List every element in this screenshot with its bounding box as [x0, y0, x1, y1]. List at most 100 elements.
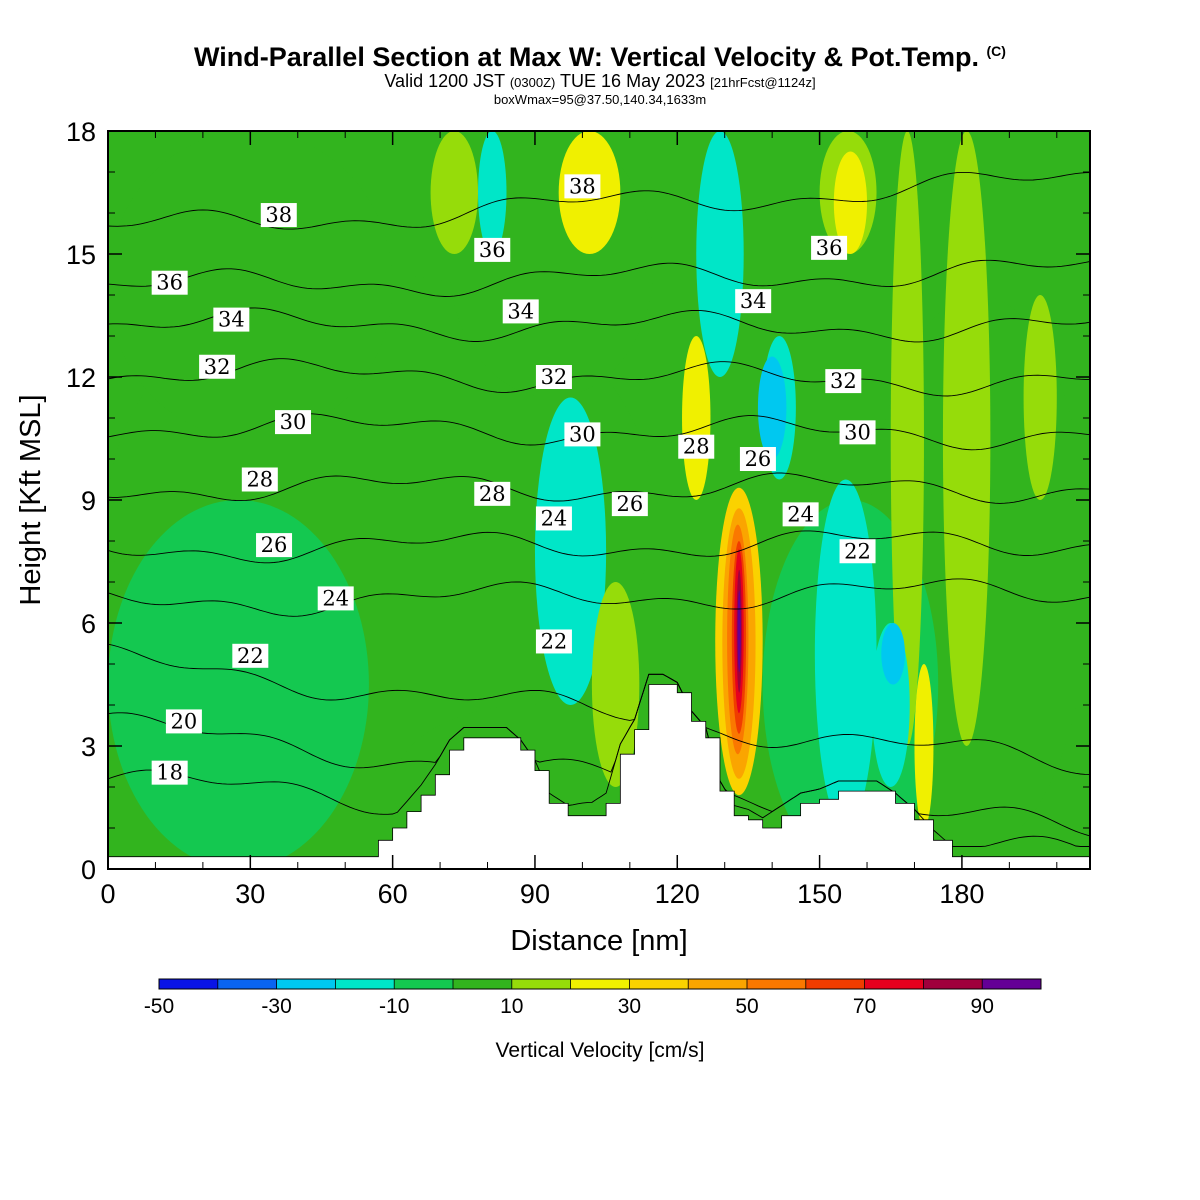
- contour-label-text: 38: [265, 203, 292, 227]
- contour-label-text: 26: [745, 447, 772, 471]
- velocity-region-10: [430, 131, 479, 254]
- theta-contour-32: [108, 358, 1090, 397]
- contour-label-box: [564, 422, 601, 447]
- contour-label-box: [474, 237, 511, 262]
- velocity-region-22: [881, 623, 905, 685]
- contour-label-text: 30: [844, 420, 871, 444]
- y-tick-label: 6: [81, 609, 96, 639]
- contour-label-3: 32: [199, 354, 236, 379]
- contour-label-text: 26: [616, 492, 643, 516]
- velocity-region-23: [914, 664, 934, 828]
- contour-label-12: 36: [474, 237, 511, 262]
- contour-label-7: 24: [317, 586, 354, 611]
- contour-label-text: 28: [246, 468, 273, 492]
- contour-label-box: [317, 586, 354, 611]
- contour-label-text: 24: [322, 586, 349, 610]
- chart-subtitle: Valid 1200 JST (0300Z) TUE 16 May 2023 […: [384, 71, 816, 91]
- contour-label-9: 20: [165, 709, 202, 734]
- contour-label-23: 36: [811, 235, 848, 260]
- theta-contour-26: [108, 530, 1090, 564]
- contour-label-11: 38: [564, 174, 601, 199]
- contour-label-text: 22: [237, 644, 264, 668]
- colorbar-label: 90: [971, 995, 994, 1018]
- contour-label-2: 34: [213, 307, 250, 332]
- contour-label-1: 36: [151, 270, 188, 295]
- contour-label-text: 24: [787, 502, 814, 526]
- contour-labels: 38 36 34 32 30 28 26 24 22 20 18 38 36 34 32 30 28 24 26 22…: [151, 174, 876, 785]
- contour-label-box: [535, 365, 572, 389]
- velocity-region-14: [833, 151, 868, 254]
- contour-label-box: [564, 174, 601, 199]
- contour-label-19: 22: [535, 629, 572, 654]
- contour-label-17: 24: [535, 506, 572, 531]
- contour-label-27: 22: [839, 539, 876, 564]
- contour-label-box: [232, 643, 269, 668]
- velocity-region-20: [757, 356, 787, 459]
- contour-label-box: [474, 481, 511, 506]
- theta-contour-28: [108, 472, 1090, 504]
- contour-label-box: [151, 760, 188, 785]
- velocity-region-31: [737, 590, 741, 673]
- x-tick-label: 0: [100, 879, 115, 909]
- contour-label-box: [260, 203, 297, 228]
- x-tick-label: 180: [939, 879, 984, 909]
- contour-label-box: [782, 502, 819, 527]
- terrain-shape: [108, 684, 1090, 869]
- contour-label-box: [535, 629, 572, 654]
- contour-label-box: [241, 467, 278, 492]
- y-tick-label: 18: [66, 117, 96, 147]
- colorbar-swatch-9: [688, 979, 748, 989]
- colorbar-label: -30: [261, 995, 291, 1018]
- x-axis-title: Distance [nm]: [510, 925, 687, 957]
- colorbar-swatch-14: [982, 979, 1042, 989]
- contour-label-20: 28: [678, 434, 715, 459]
- contour-label-box: [165, 709, 202, 734]
- colorbar-swatch-0: [159, 979, 219, 989]
- contour-label-22: 34: [735, 289, 772, 314]
- contour-label-box: [199, 354, 236, 379]
- velocity-region-11: [478, 131, 507, 254]
- contour-label-box: [839, 420, 876, 445]
- contour-label-box: [256, 533, 293, 558]
- velocity-region-17: [1023, 295, 1057, 500]
- chart-title: Wind-Parallel Section at Max W: Vertical…: [194, 42, 1006, 72]
- contour-label-text: 34: [507, 299, 534, 323]
- contour-label-box: [535, 506, 572, 531]
- contour-label-18: 26: [611, 492, 648, 517]
- contour-label-24: 32: [825, 369, 862, 394]
- contour-label-box: [213, 307, 250, 332]
- velocity-region-8: [591, 582, 640, 787]
- colorbar-swatch-6: [511, 979, 572, 989]
- contour-label-text: 22: [541, 629, 568, 653]
- velocity-region-15: [942, 131, 991, 746]
- colorbar-swatch-10: [747, 979, 807, 989]
- contour-label-text: 24: [541, 506, 568, 530]
- theta-contours: [108, 171, 1090, 847]
- contour-label-box: [735, 289, 772, 314]
- colorbar-swatch-12: [864, 979, 924, 989]
- contour-label-8: 22: [232, 643, 269, 668]
- colorbar-swatch-8: [629, 979, 689, 989]
- colorbar-label: 70: [853, 995, 876, 1018]
- contour-label-6: 26: [256, 533, 293, 558]
- chart-box-info: boxWmax=95@37.50,140.34,1633m: [493, 92, 707, 107]
- y-tick-label: 12: [66, 363, 96, 393]
- colorbar-swatch-11: [805, 979, 866, 989]
- contour-label-box: [678, 434, 715, 459]
- theta-contour-22: [108, 643, 1090, 776]
- colorbar-swatch-1: [217, 979, 278, 989]
- contour-label-text: 28: [683, 435, 710, 459]
- theta-contour-24: [108, 578, 1090, 617]
- velocity-region-12: [696, 131, 744, 377]
- contour-label-text: 32: [204, 355, 231, 379]
- x-tick-label: 120: [655, 879, 700, 909]
- contour-label-21: 26: [739, 447, 776, 471]
- contour-label-text: 20: [171, 709, 198, 733]
- contour-label-13: 34: [502, 299, 539, 324]
- contour-label-text: 34: [218, 308, 245, 332]
- colorbar-swatch-5: [453, 979, 513, 989]
- contour-label-16: 28: [474, 481, 511, 506]
- y-tick-label: 15: [66, 240, 96, 270]
